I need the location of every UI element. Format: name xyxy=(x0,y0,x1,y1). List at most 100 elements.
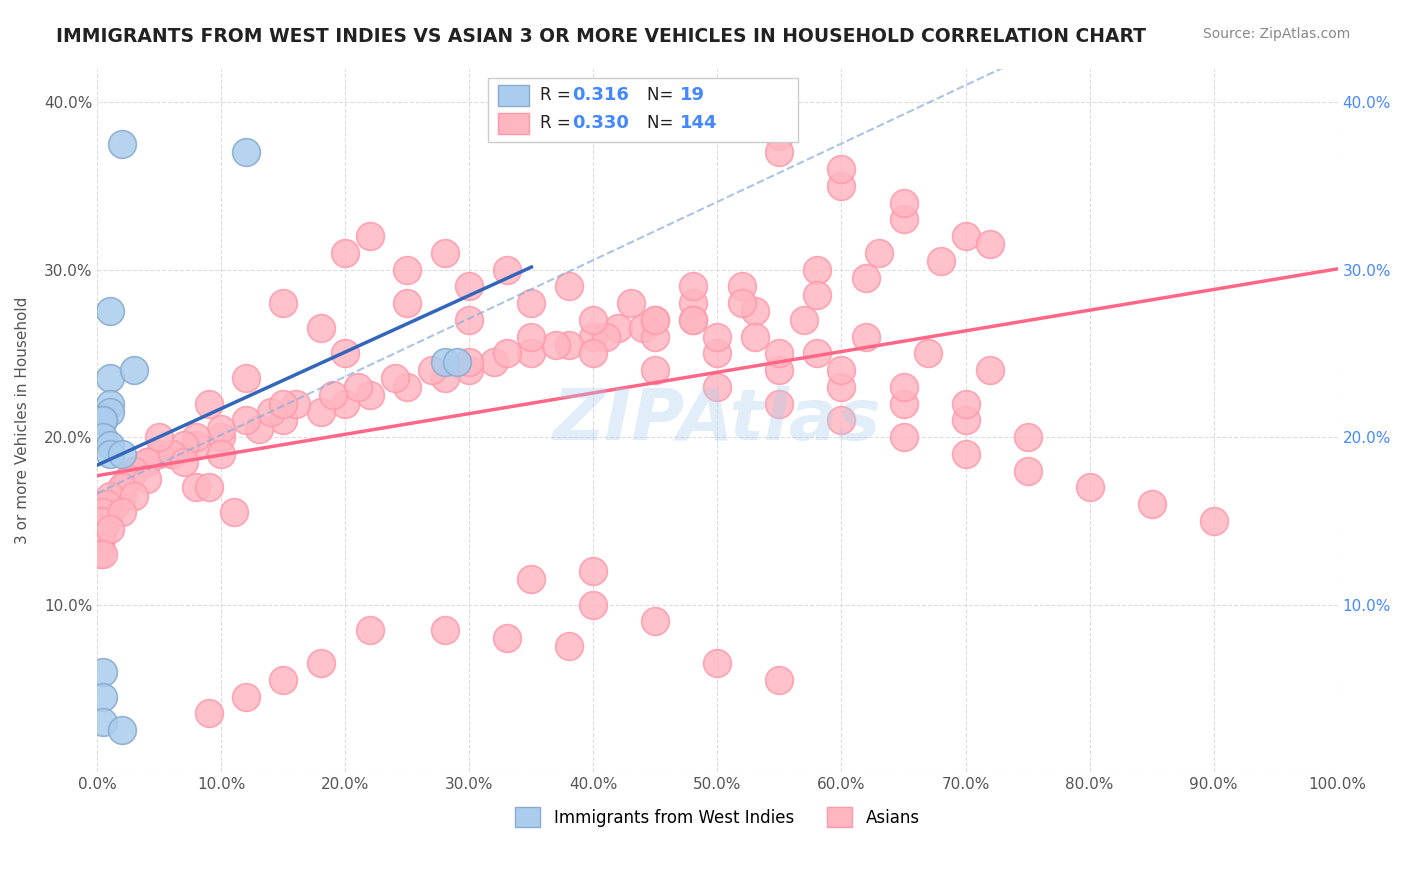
Text: 0.330: 0.330 xyxy=(572,113,630,132)
Text: N=: N= xyxy=(647,86,678,103)
Point xyxy=(335,245,357,260)
Point xyxy=(160,447,183,461)
Point xyxy=(111,723,134,738)
Point xyxy=(98,396,121,410)
Point xyxy=(495,631,517,645)
Point xyxy=(209,447,232,461)
Point xyxy=(830,161,852,176)
Point xyxy=(855,271,877,285)
Point xyxy=(309,405,332,419)
Text: Source: ZipAtlas.com: Source: ZipAtlas.com xyxy=(1202,27,1350,41)
Point xyxy=(420,363,443,377)
Point xyxy=(806,287,828,301)
FancyBboxPatch shape xyxy=(488,78,799,143)
Point xyxy=(855,329,877,343)
Point xyxy=(482,354,505,368)
Point xyxy=(495,262,517,277)
Point xyxy=(124,464,146,478)
Point xyxy=(93,413,115,427)
Text: 0.316: 0.316 xyxy=(572,86,630,103)
Point xyxy=(731,279,754,293)
Text: 144: 144 xyxy=(681,113,717,132)
Y-axis label: 3 or more Vehicles in Household: 3 or more Vehicles in Household xyxy=(15,297,30,544)
Point xyxy=(186,430,208,444)
Point xyxy=(644,615,666,629)
Point xyxy=(111,480,134,494)
Point xyxy=(98,438,121,452)
Point xyxy=(271,296,294,310)
Point xyxy=(929,254,952,268)
Point xyxy=(979,237,1001,252)
Point xyxy=(93,714,115,729)
Point xyxy=(222,505,245,519)
Point xyxy=(98,447,121,461)
Point xyxy=(917,346,939,360)
Point xyxy=(631,321,654,335)
Point xyxy=(731,296,754,310)
Bar xyxy=(498,113,529,134)
Point xyxy=(209,430,232,444)
Point xyxy=(433,245,456,260)
Point xyxy=(1202,514,1225,528)
Point xyxy=(111,136,134,151)
Point xyxy=(135,455,157,469)
Point xyxy=(117,472,139,486)
Point xyxy=(396,262,419,277)
Point xyxy=(359,388,381,402)
Point xyxy=(124,489,146,503)
Point xyxy=(744,329,766,343)
Point xyxy=(557,640,579,654)
Point xyxy=(93,430,115,444)
Point xyxy=(209,422,232,436)
Point xyxy=(955,413,977,427)
Point xyxy=(520,296,543,310)
Point xyxy=(98,371,121,385)
Point xyxy=(620,296,643,310)
Point xyxy=(135,455,157,469)
Point xyxy=(247,422,270,436)
Point xyxy=(90,531,112,545)
Point xyxy=(98,522,121,536)
Point xyxy=(235,145,257,160)
Point xyxy=(198,706,221,721)
Point xyxy=(111,489,134,503)
Point xyxy=(148,430,170,444)
Point xyxy=(135,472,157,486)
Point xyxy=(644,312,666,326)
Point xyxy=(235,690,257,704)
Text: IMMIGRANTS FROM WEST INDIES VS ASIAN 3 OR MORE VEHICLES IN HOUSEHOLD CORRELATION: IMMIGRANTS FROM WEST INDIES VS ASIAN 3 O… xyxy=(56,27,1146,45)
Point xyxy=(979,363,1001,377)
Point xyxy=(806,262,828,277)
Point xyxy=(446,354,468,368)
Point xyxy=(1140,497,1163,511)
Point xyxy=(830,363,852,377)
Point xyxy=(173,438,195,452)
Point xyxy=(235,413,257,427)
Point xyxy=(830,413,852,427)
Point xyxy=(93,413,115,427)
Point xyxy=(806,346,828,360)
Point xyxy=(260,405,283,419)
Point xyxy=(346,380,368,394)
Point xyxy=(235,371,257,385)
Point xyxy=(396,380,419,394)
Point xyxy=(433,354,456,368)
Point xyxy=(768,346,790,360)
Point xyxy=(520,573,543,587)
Point xyxy=(198,480,221,494)
Point xyxy=(768,673,790,687)
Point xyxy=(955,229,977,244)
Point xyxy=(458,312,481,326)
Point xyxy=(96,514,118,528)
Point xyxy=(93,522,115,536)
Point xyxy=(768,396,790,410)
Bar xyxy=(498,85,529,106)
Point xyxy=(893,195,915,210)
Point xyxy=(335,396,357,410)
Text: R =: R = xyxy=(540,113,576,132)
Point xyxy=(284,396,307,410)
Point xyxy=(893,212,915,227)
Point xyxy=(955,396,977,410)
Point xyxy=(706,656,728,670)
Point xyxy=(124,363,146,377)
